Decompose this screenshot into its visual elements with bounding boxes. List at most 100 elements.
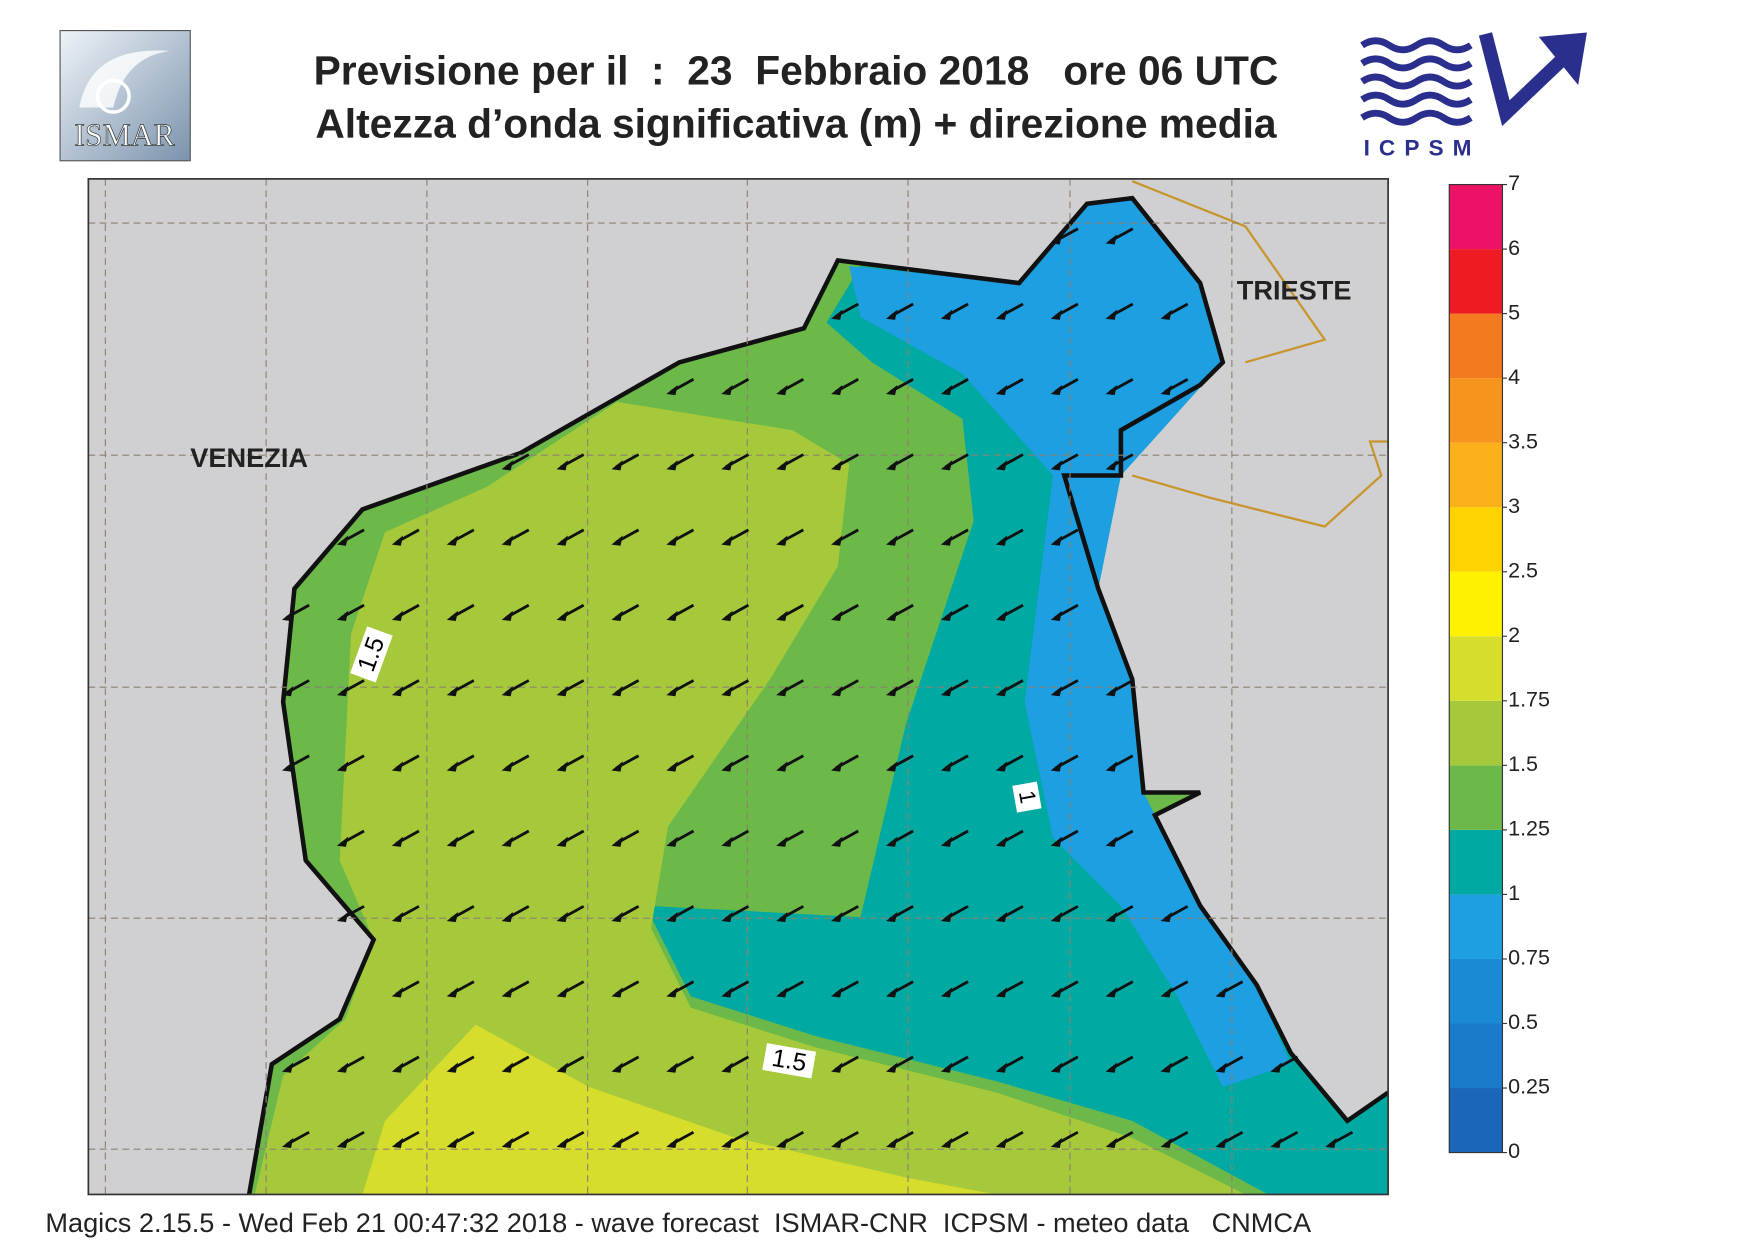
wave-arrows <box>281 227 1354 1149</box>
wave-arrow-head <box>831 384 843 396</box>
wave-arrow-head <box>501 1062 513 1073</box>
wave-arrow-head <box>885 384 898 396</box>
colorbar-segment <box>1449 700 1503 766</box>
logo-text: ICPSM <box>1364 135 1481 160</box>
wave-arrow-head <box>391 1062 404 1073</box>
colorbar-label: 0.25 <box>1508 1075 1550 1099</box>
wave-arrow-head <box>666 460 678 471</box>
colorbar-label: 0.75 <box>1508 946 1550 970</box>
wave-arrow-head <box>776 836 788 847</box>
colorbar-label: 1.5 <box>1508 752 1538 776</box>
wave-arrow-head <box>885 610 898 621</box>
wave-arrow-head <box>995 836 1008 847</box>
wave-arrow-head <box>556 911 568 923</box>
wave-arrow-head <box>995 384 1008 396</box>
wave-arrow-head <box>666 836 678 847</box>
wave-arrow-head <box>885 309 898 320</box>
wave-arrow-head <box>995 610 1008 621</box>
wave-arrow-head <box>995 761 1008 772</box>
wave-arrow-head <box>1105 460 1117 471</box>
wave-arrow-head <box>281 686 294 697</box>
colorbar-label: 6 <box>1508 236 1520 260</box>
wave-arrow-head <box>556 1062 568 1073</box>
wave-arrow-head <box>666 1137 678 1149</box>
wave-arrow-head <box>995 535 1008 546</box>
wave-arrow-head <box>446 686 459 697</box>
contour-value: 1 <box>1014 789 1041 806</box>
wave-arrow-head <box>1160 911 1172 923</box>
wave-arrow-head <box>885 987 898 998</box>
wave-arrow-head <box>776 610 788 621</box>
wave-arrow-head <box>336 686 349 697</box>
wave-arrow-head <box>391 761 404 772</box>
colorbar-label: 1 <box>1508 881 1520 905</box>
ismar-logo: ISMAR <box>59 30 191 162</box>
colorbar-segment <box>1449 507 1503 572</box>
wave-arrow-head <box>1050 384 1063 396</box>
contour-label: 1 <box>1012 781 1042 813</box>
wave-arrow-head <box>1270 1062 1282 1073</box>
wave-arrow-head <box>556 836 568 847</box>
wave-arrow-head <box>831 1062 843 1073</box>
wave-arrow-head <box>556 761 568 772</box>
wave-arrow-head <box>1050 535 1063 546</box>
wave-arrow-head <box>940 836 953 847</box>
wave-arrow-head <box>885 535 898 546</box>
wave-arrow-head <box>1050 911 1063 923</box>
colorbar-segment <box>1449 829 1503 895</box>
wave-arrow-head <box>1050 610 1063 621</box>
wave-arrow-head <box>1325 1137 1337 1149</box>
colorbar-segment <box>1449 1088 1503 1153</box>
wave-arrow-head <box>611 987 623 998</box>
wave-zone <box>849 198 1291 1087</box>
wave-arrow-head <box>1105 836 1117 847</box>
wave-arrow-head <box>1105 911 1117 923</box>
wave-arrow-head <box>556 610 568 621</box>
wave-arrow-head <box>1105 309 1117 320</box>
wave-arrow-head <box>721 686 733 697</box>
wave-arrow-head <box>611 610 623 621</box>
wave-arrow-head <box>831 686 843 697</box>
wave-arrow-head <box>776 384 788 396</box>
wave-arrow-head <box>666 535 678 546</box>
wave-arrow-head <box>995 686 1008 697</box>
colorbar-label: 2.5 <box>1508 558 1538 582</box>
wave-arrow-head <box>721 1062 733 1073</box>
wave-arrow-head <box>446 1062 459 1073</box>
wave-arrow-head <box>721 384 733 396</box>
wave-arrow-head <box>281 761 294 772</box>
wave-arrow-head <box>611 535 623 546</box>
wave-arrow-head <box>1105 987 1117 998</box>
wave-arrow-head <box>611 1062 623 1073</box>
wave-arrow-head <box>611 686 623 697</box>
wave-arrow-head <box>336 911 349 923</box>
wave-arrow-head <box>831 761 843 772</box>
wave-arrow-head <box>501 535 513 546</box>
wave-arrow-head <box>940 987 953 998</box>
wave-arrow-head <box>721 460 733 471</box>
wave-arrow-head <box>611 836 623 847</box>
wave-arrow-head <box>501 460 513 471</box>
wave-arrow-head <box>885 1137 898 1149</box>
wave-arrow-head <box>995 1062 1008 1073</box>
wave-arrow-head <box>940 309 953 320</box>
wave-arrow-head <box>1270 1137 1282 1149</box>
wave-arrow-head <box>556 535 568 546</box>
wave-arrow-head <box>1050 1062 1063 1073</box>
wave-arrow-head <box>721 761 733 772</box>
colorbar-segment <box>1449 958 1503 1024</box>
footer: Magics 2.15.5 - Wed Feb 21 00:47:32 2018… <box>45 1207 1312 1238</box>
wave-arrow-head <box>885 911 898 923</box>
wave-arrow-head <box>501 1137 513 1149</box>
colorbar-label: 0 <box>1508 1139 1520 1163</box>
wave-arrow-head <box>1160 1062 1172 1073</box>
colorbar-segment <box>1449 313 1503 379</box>
wave-arrow-head <box>666 987 678 998</box>
colorbar-segment <box>1449 184 1503 250</box>
wave-arrow-head <box>831 610 843 621</box>
wave-arrow-head <box>995 1137 1008 1149</box>
wave-arrow-head <box>611 1137 623 1149</box>
wave-arrow-head <box>1160 384 1172 396</box>
colorbar-label: 0.5 <box>1508 1010 1538 1034</box>
icpsm-logo: ICPSM <box>1360 32 1587 160</box>
